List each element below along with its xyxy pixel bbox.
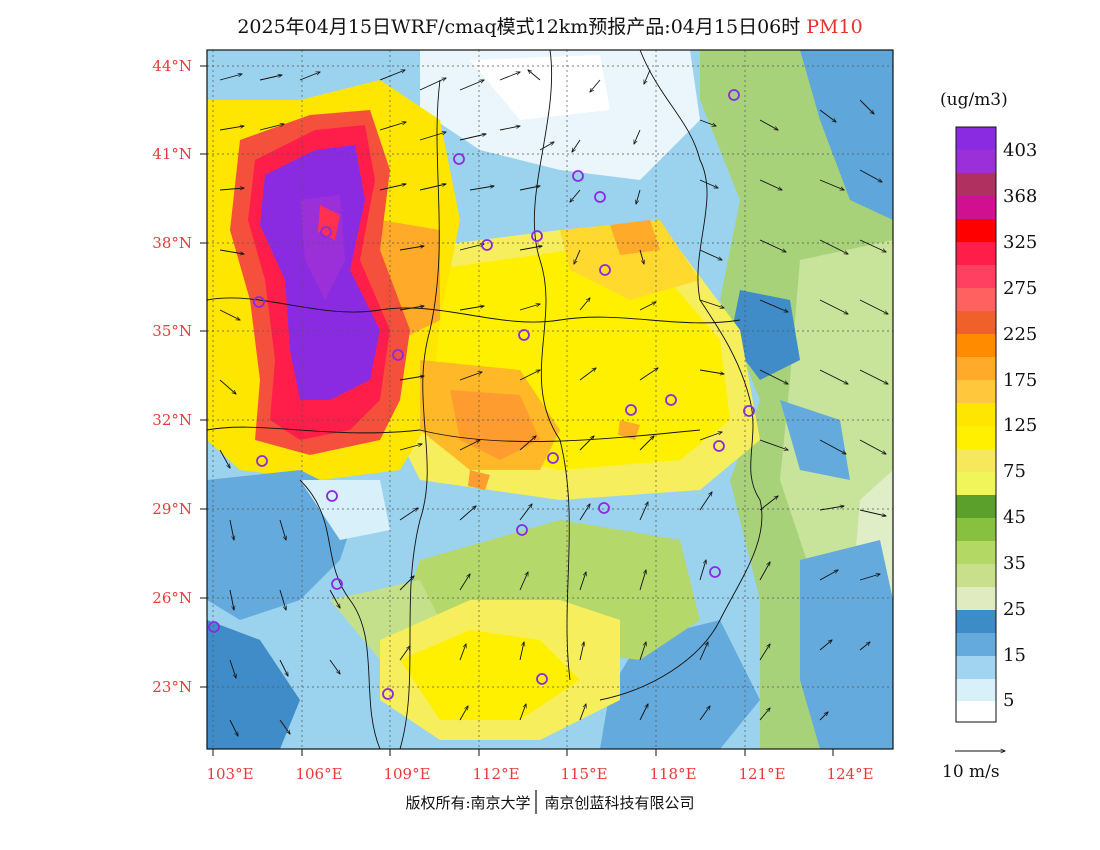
legend-unit: (ug/m3) (940, 90, 1008, 110)
lat-label-32: 32°N (152, 411, 192, 429)
lat-label-44: 44°N (152, 57, 192, 75)
map-frame (206, 49, 894, 750)
legend-label-275: 275 (1003, 278, 1038, 299)
legend-label-175: 175 (1003, 370, 1038, 391)
legend-label-225: 225 (1003, 324, 1038, 345)
lon-label-106: 106°E (295, 765, 343, 783)
lat-label-26: 26°N (152, 589, 192, 607)
axis-ticks (200, 65, 834, 756)
legend-label-25: 25 (1003, 599, 1026, 620)
copyright: 版权所有:南京大学 南京创蓝科技有限公司 (330, 792, 770, 813)
wind-speed-label: 10 m/s (942, 762, 1000, 782)
map-title: 2025年04月15日WRF/cmaq模式12km预报产品:04月15日06时 P… (0, 12, 1100, 39)
legend-label-75: 75 (1003, 461, 1026, 482)
map-field (207, 50, 893, 749)
lat-label-41: 41°N (152, 145, 192, 163)
title-pollutant: PM10 (806, 16, 863, 38)
legend-label-325: 325 (1003, 232, 1038, 253)
lon-label-112: 112°E (472, 765, 520, 783)
copyright-left: 版权所有:南京大学 (405, 794, 531, 812)
legend-label-45: 45 (1003, 507, 1026, 528)
lon-label-118: 118°E (649, 765, 697, 783)
lat-label-35: 35°N (152, 322, 192, 340)
legend-label-368: 368 (1003, 186, 1038, 207)
title-main: 2025年04月15日WRF/cmaq模式12km预报产品:04月15日06时 (237, 16, 801, 38)
colorbar (955, 126, 997, 723)
lon-label-103: 103°E (206, 765, 254, 783)
city-markers (208, 89, 755, 700)
lon-label-121: 121°E (738, 765, 786, 783)
legend-label-125: 125 (1003, 415, 1038, 436)
lat-label-38: 38°N (152, 234, 192, 252)
lat-label-23: 23°N (152, 678, 192, 696)
legend-label-403: 403 (1003, 140, 1038, 161)
lon-label-124: 124°E (826, 765, 874, 783)
legend-label-35: 35 (1003, 553, 1026, 574)
lon-label-115: 115°E (560, 765, 608, 783)
lat-label-29: 29°N (152, 500, 192, 518)
legend-label-15: 15 (1003, 645, 1026, 666)
copyright-right: 南京创蓝科技有限公司 (544, 794, 695, 812)
lon-label-109: 109°E (383, 765, 431, 783)
legend-label-5: 5 (1003, 690, 1015, 711)
